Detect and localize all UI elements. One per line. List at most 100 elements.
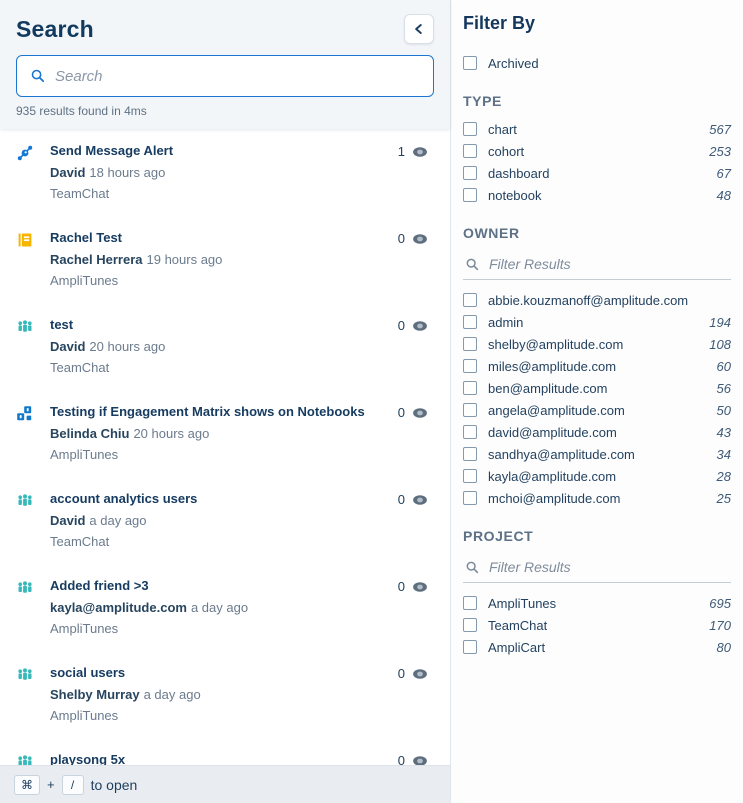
- checkbox[interactable]: [463, 640, 477, 654]
- filter-project[interactable]: AmpliTunes 695: [463, 592, 731, 614]
- search-icon: [30, 68, 46, 84]
- checkbox[interactable]: [463, 381, 477, 395]
- filter-owner[interactable]: miles@amplitude.com 60: [463, 355, 731, 377]
- plus-sign: +: [47, 777, 55, 792]
- result-title[interactable]: Testing if Engagement Matrix shows on No…: [50, 404, 365, 419]
- filter-label: Archived: [488, 55, 539, 71]
- filter-owner[interactable]: david@amplitude.com 43: [463, 421, 731, 443]
- checkbox[interactable]: [463, 469, 477, 483]
- filter-count: 56: [716, 380, 731, 396]
- checkbox[interactable]: [463, 122, 477, 136]
- filter-owner[interactable]: admin 194: [463, 311, 731, 333]
- checkbox[interactable]: [463, 337, 477, 351]
- list-item[interactable]: Rachel Test Rachel Herrera 19 hours ago A…: [16, 216, 434, 303]
- filter-type-notebook[interactable]: notebook 48: [463, 184, 731, 206]
- result-stats: 0: [398, 578, 434, 594]
- filter-count: 108: [709, 336, 731, 352]
- filter-by-title: Filter By: [463, 13, 536, 33]
- checkbox[interactable]: [463, 315, 477, 329]
- section-header-project: PROJECT: [463, 528, 534, 544]
- checkbox[interactable]: [463, 188, 477, 202]
- filter-count: 28: [716, 468, 731, 484]
- checkbox[interactable]: [463, 447, 477, 461]
- filter-owner[interactable]: kayla@amplitude.com 28: [463, 465, 731, 487]
- filter-count: 67: [716, 165, 731, 181]
- result-project: TeamChat: [50, 534, 110, 549]
- list-item[interactable]: Send Message Alert David 18 hours ago Tea…: [16, 129, 434, 216]
- page-title: Search: [16, 15, 94, 42]
- checkbox[interactable]: [463, 596, 477, 610]
- eye-icon: [412, 233, 428, 245]
- search-header: Search 935 results found in 4ms: [0, 0, 450, 129]
- filter-count: 194: [709, 314, 731, 330]
- collapse-panel-button[interactable]: [404, 14, 434, 44]
- filter-project[interactable]: TeamChat 170: [463, 614, 731, 636]
- filter-label: notebook: [488, 187, 542, 203]
- result-title[interactable]: test: [50, 317, 74, 332]
- list-item[interactable]: account analytics users David a day ago T…: [16, 477, 434, 564]
- eye-icon: [412, 146, 428, 158]
- filter-owner[interactable]: angela@amplitude.com 50: [463, 399, 731, 421]
- keyboard-shortcut-bar: ⌘ + / to open: [0, 765, 450, 803]
- filter-owner[interactable]: shelby@amplitude.com 108: [463, 333, 731, 355]
- view-count: 0: [397, 405, 405, 420]
- project-filter-input[interactable]: [489, 559, 729, 575]
- checkbox[interactable]: [463, 293, 477, 307]
- filter-archived[interactable]: Archived: [463, 52, 731, 74]
- filter-owner[interactable]: abbie.kouzmanoff@amplitude.com: [463, 289, 731, 311]
- result-time: 18 hours ago: [89, 165, 166, 180]
- filter-owner[interactable]: sandhya@amplitude.com 34: [463, 443, 731, 465]
- result-title[interactable]: Added friend >3: [50, 578, 149, 593]
- list-item[interactable]: Testing if Engagement Matrix shows on No…: [16, 390, 434, 477]
- result-time: a day ago: [190, 600, 249, 615]
- filter-label: miles@amplitude.com: [488, 358, 617, 374]
- filter-label: AmpliCart: [488, 639, 546, 655]
- filter-count: 695: [709, 595, 731, 611]
- search-panel: Search 935 results found in 4ms Send Mes…: [0, 0, 451, 803]
- result-title[interactable]: account analytics users: [50, 491, 198, 506]
- filter-owner[interactable]: mchoi@amplitude.com 25: [463, 487, 731, 509]
- slash-key: /: [61, 774, 84, 795]
- cohort-icon: [16, 752, 36, 765]
- list-item[interactable]: test David 20 hours ago TeamChat 0: [16, 303, 434, 390]
- checkbox[interactable]: [463, 425, 477, 439]
- view-count: 0: [397, 666, 405, 681]
- result-title[interactable]: Send Message Alert: [50, 143, 174, 158]
- checkbox[interactable]: [463, 403, 477, 417]
- cmd-key: ⌘: [14, 774, 40, 795]
- result-title[interactable]: playsong 5x: [50, 752, 126, 765]
- results-summary: 935 results found in 4ms: [16, 104, 147, 118]
- checkbox[interactable]: [463, 56, 477, 70]
- list-item[interactable]: social users Shelby Murray a day ago Ampl…: [16, 651, 434, 738]
- result-title[interactable]: Rachel Test: [50, 230, 123, 245]
- cohort-icon: [16, 491, 36, 549]
- filter-label: angela@amplitude.com: [488, 402, 625, 418]
- project-filter-box[interactable]: [463, 553, 731, 583]
- shortcut-text: to open: [90, 776, 138, 793]
- search-input[interactable]: [55, 67, 420, 85]
- filter-label: mchoi@amplitude.com: [488, 490, 621, 506]
- filter-type-cohort[interactable]: cohort 253: [463, 140, 731, 162]
- owner-filter-input[interactable]: [489, 256, 729, 272]
- checkbox[interactable]: [463, 144, 477, 158]
- result-time: 20 hours ago: [89, 339, 166, 354]
- filter-type-dashboard[interactable]: dashboard 67: [463, 162, 731, 184]
- filter-type-chart[interactable]: chart 567: [463, 118, 731, 140]
- result-title[interactable]: social users: [50, 665, 126, 680]
- result-project: TeamChat: [50, 360, 110, 375]
- checkbox[interactable]: [463, 166, 477, 180]
- list-item[interactable]: playsong 5x 0: [16, 738, 434, 765]
- view-count: 1: [397, 144, 405, 159]
- eye-icon: [412, 407, 428, 419]
- filter-label: chart: [488, 121, 517, 137]
- cohort-icon: [16, 665, 36, 723]
- checkbox[interactable]: [463, 359, 477, 373]
- filter-project[interactable]: AmpliCart 80: [463, 636, 731, 658]
- list-item[interactable]: Added friend >3 kayla@amplitude.com a day…: [16, 564, 434, 651]
- checkbox[interactable]: [463, 618, 477, 632]
- checkbox[interactable]: [463, 491, 477, 505]
- search-box[interactable]: [16, 55, 434, 97]
- owner-filter-box[interactable]: [463, 250, 731, 280]
- filter-count: 48: [716, 187, 731, 203]
- filter-owner[interactable]: ben@amplitude.com 56: [463, 377, 731, 399]
